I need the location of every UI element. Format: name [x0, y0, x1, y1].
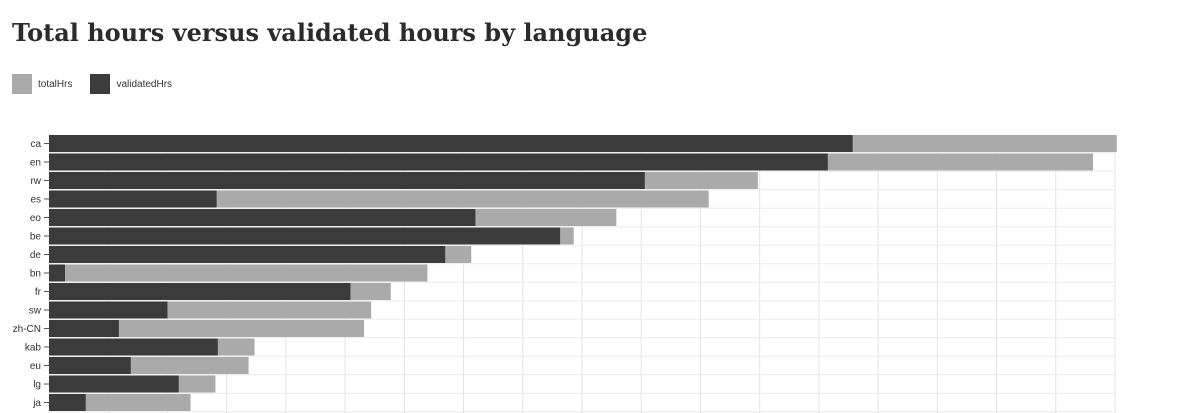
y-tick-label-de: de: [30, 250, 42, 261]
y-tick-label-en: en: [30, 158, 41, 169]
bar-validated-lg[interactable]: [49, 375, 179, 393]
y-tick-label-es: es: [30, 195, 41, 206]
bar-validated-en[interactable]: [49, 153, 828, 171]
y-tick-label-be: be: [30, 232, 42, 243]
legend-label-total: totalHrs: [38, 78, 73, 90]
bar-validated-ca[interactable]: [49, 135, 853, 152]
y-tick-label-ca: ca: [30, 139, 41, 150]
legend-swatch-validated: [90, 74, 111, 94]
y-tick-label-ja: ja: [32, 398, 41, 409]
y-tick-label-eu: eu: [30, 361, 41, 372]
legend-item-validated[interactable]: validatedHrs: [90, 74, 172, 94]
y-tick-label-kab: kab: [25, 343, 42, 354]
legend-swatch-total: [12, 74, 32, 94]
bar-validated-eu[interactable]: [49, 357, 131, 374]
bar-validated-bn[interactable]: [49, 264, 65, 282]
bar-validated-be[interactable]: [49, 227, 561, 245]
bar-validated-es[interactable]: [49, 190, 217, 208]
y-tick-label-lg: lg: [33, 380, 41, 391]
legend: totalHrs validatedHrs: [12, 74, 190, 94]
bar-validated-kab[interactable]: [49, 338, 218, 356]
bar-total-bn[interactable]: [49, 264, 428, 282]
y-tick-label-rw: rw: [30, 176, 41, 187]
bar-validated-de[interactable]: [49, 246, 446, 263]
bar-validated-rw[interactable]: [49, 172, 645, 189]
y-tick-label-eo: eo: [30, 213, 42, 224]
validated-hours-bars: [49, 135, 853, 411]
bar-validated-fr[interactable]: [49, 283, 351, 300]
y-tick-label-fr: fr: [35, 287, 42, 298]
y-tick-label-bn: bn: [30, 269, 41, 280]
chart-title: Total hours versus validated hours by la…: [12, 18, 648, 47]
y-tick-label-sw: sw: [29, 306, 42, 317]
y-tick-label-zh-CN: zh-CN: [13, 324, 41, 335]
legend-item-total[interactable]: totalHrs: [12, 74, 72, 94]
bar-validated-zh-CN[interactable]: [49, 320, 119, 337]
y-axis: ca en rw es eo be de bn fr sw zh-CN kab eu lg ja: [13, 139, 49, 409]
bar-validated-eo[interactable]: [49, 209, 476, 226]
bar-validated-sw[interactable]: [49, 301, 168, 319]
bar-total-zh-CN[interactable]: [49, 320, 365, 337]
legend-label-validated: validatedHrs: [116, 78, 173, 90]
bar-validated-ja[interactable]: [49, 394, 86, 411]
